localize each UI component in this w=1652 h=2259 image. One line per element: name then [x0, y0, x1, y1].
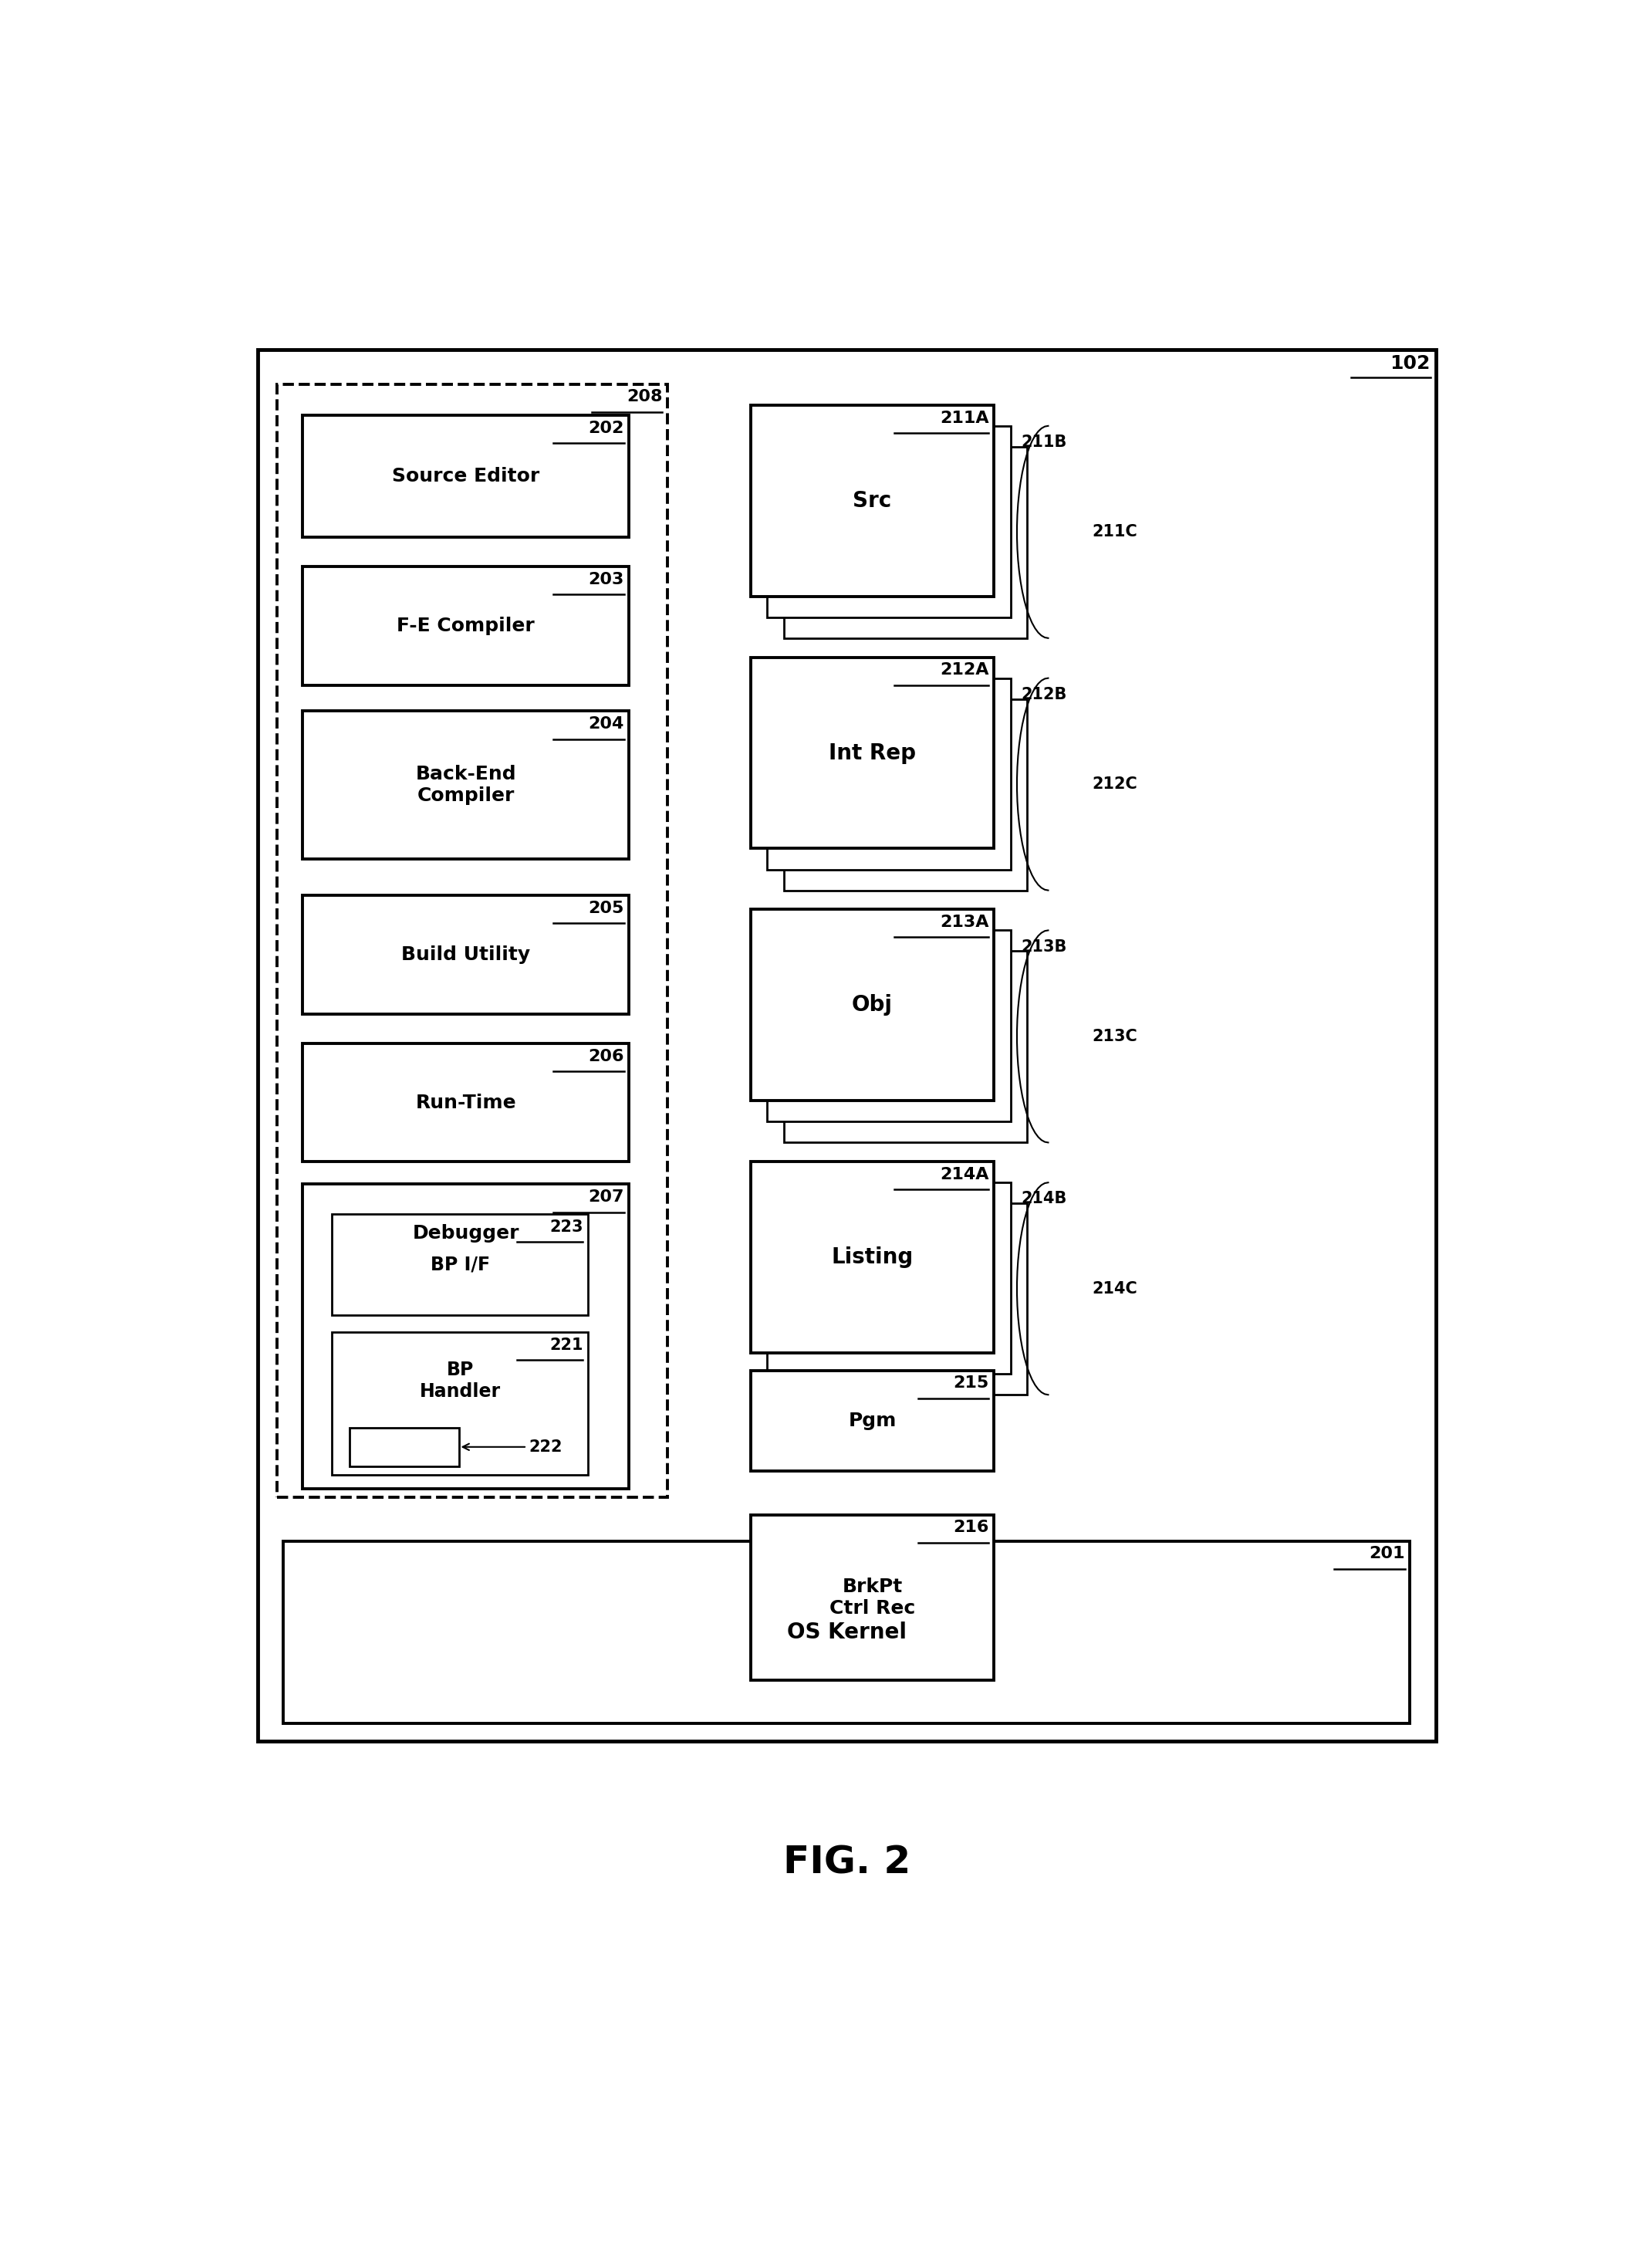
FancyBboxPatch shape [278, 384, 667, 1498]
FancyBboxPatch shape [302, 712, 629, 858]
Text: Build Utility: Build Utility [401, 947, 530, 965]
Text: 102: 102 [1389, 355, 1431, 373]
Text: 205: 205 [588, 901, 624, 917]
Text: BP
Handler: BP Handler [420, 1360, 501, 1401]
Text: 203: 203 [588, 572, 624, 587]
FancyBboxPatch shape [284, 1541, 1409, 1724]
Text: 207: 207 [588, 1190, 624, 1204]
Text: F-E Compiler: F-E Compiler [396, 617, 535, 635]
FancyBboxPatch shape [302, 1184, 629, 1489]
FancyBboxPatch shape [767, 678, 1011, 870]
Text: 202: 202 [588, 420, 624, 436]
Text: 215: 215 [953, 1376, 990, 1392]
Text: Back-End
Compiler: Back-End Compiler [415, 766, 515, 804]
FancyBboxPatch shape [767, 427, 1011, 617]
Text: FIG. 2: FIG. 2 [783, 1843, 910, 1882]
FancyBboxPatch shape [785, 951, 1028, 1143]
Text: 208: 208 [626, 389, 662, 404]
Text: 206: 206 [588, 1048, 624, 1064]
FancyBboxPatch shape [785, 1204, 1028, 1394]
Text: 214A: 214A [940, 1168, 990, 1181]
FancyBboxPatch shape [302, 1044, 629, 1161]
FancyBboxPatch shape [767, 1181, 1011, 1373]
Text: BrkPt
Ctrl Rec: BrkPt Ctrl Rec [829, 1577, 915, 1617]
Text: 212C: 212C [1092, 777, 1138, 793]
FancyBboxPatch shape [785, 447, 1028, 637]
Text: 211A: 211A [940, 411, 990, 425]
Text: 211C: 211C [1092, 524, 1138, 540]
FancyBboxPatch shape [750, 657, 995, 849]
Text: Run-Time: Run-Time [415, 1093, 515, 1111]
FancyBboxPatch shape [750, 404, 995, 596]
Text: 212B: 212B [1021, 687, 1067, 703]
Text: Int Rep: Int Rep [829, 743, 915, 764]
FancyBboxPatch shape [750, 1371, 995, 1471]
Text: 222: 222 [463, 1439, 563, 1455]
FancyBboxPatch shape [785, 698, 1028, 890]
Text: Pgm: Pgm [847, 1412, 897, 1430]
FancyBboxPatch shape [302, 567, 629, 684]
FancyBboxPatch shape [767, 931, 1011, 1123]
FancyBboxPatch shape [258, 350, 1436, 1742]
FancyBboxPatch shape [750, 1161, 995, 1353]
Text: OS Kernel: OS Kernel [786, 1622, 907, 1642]
Text: 211B: 211B [1021, 434, 1067, 450]
Text: 201: 201 [1370, 1545, 1404, 1561]
Text: Obj: Obj [852, 994, 892, 1017]
Text: 221: 221 [550, 1337, 583, 1353]
FancyBboxPatch shape [750, 910, 995, 1100]
FancyBboxPatch shape [302, 416, 629, 538]
Text: 214B: 214B [1021, 1190, 1067, 1206]
FancyBboxPatch shape [750, 1516, 995, 1681]
Text: Listing: Listing [831, 1247, 914, 1267]
FancyBboxPatch shape [302, 895, 629, 1014]
FancyBboxPatch shape [350, 1428, 459, 1466]
Text: BP I/F: BP I/F [430, 1256, 489, 1274]
Text: Source Editor: Source Editor [392, 468, 540, 486]
Text: 213B: 213B [1021, 940, 1067, 956]
FancyBboxPatch shape [332, 1333, 588, 1475]
Text: Debugger: Debugger [413, 1224, 519, 1242]
Text: 216: 216 [953, 1520, 990, 1536]
Text: 213A: 213A [940, 915, 990, 931]
Text: 214C: 214C [1092, 1281, 1138, 1297]
Text: Src: Src [852, 490, 892, 511]
Text: 212A: 212A [940, 662, 990, 678]
Text: 204: 204 [588, 716, 624, 732]
FancyBboxPatch shape [332, 1213, 588, 1315]
Text: 213C: 213C [1092, 1028, 1138, 1044]
Text: 223: 223 [550, 1220, 583, 1233]
